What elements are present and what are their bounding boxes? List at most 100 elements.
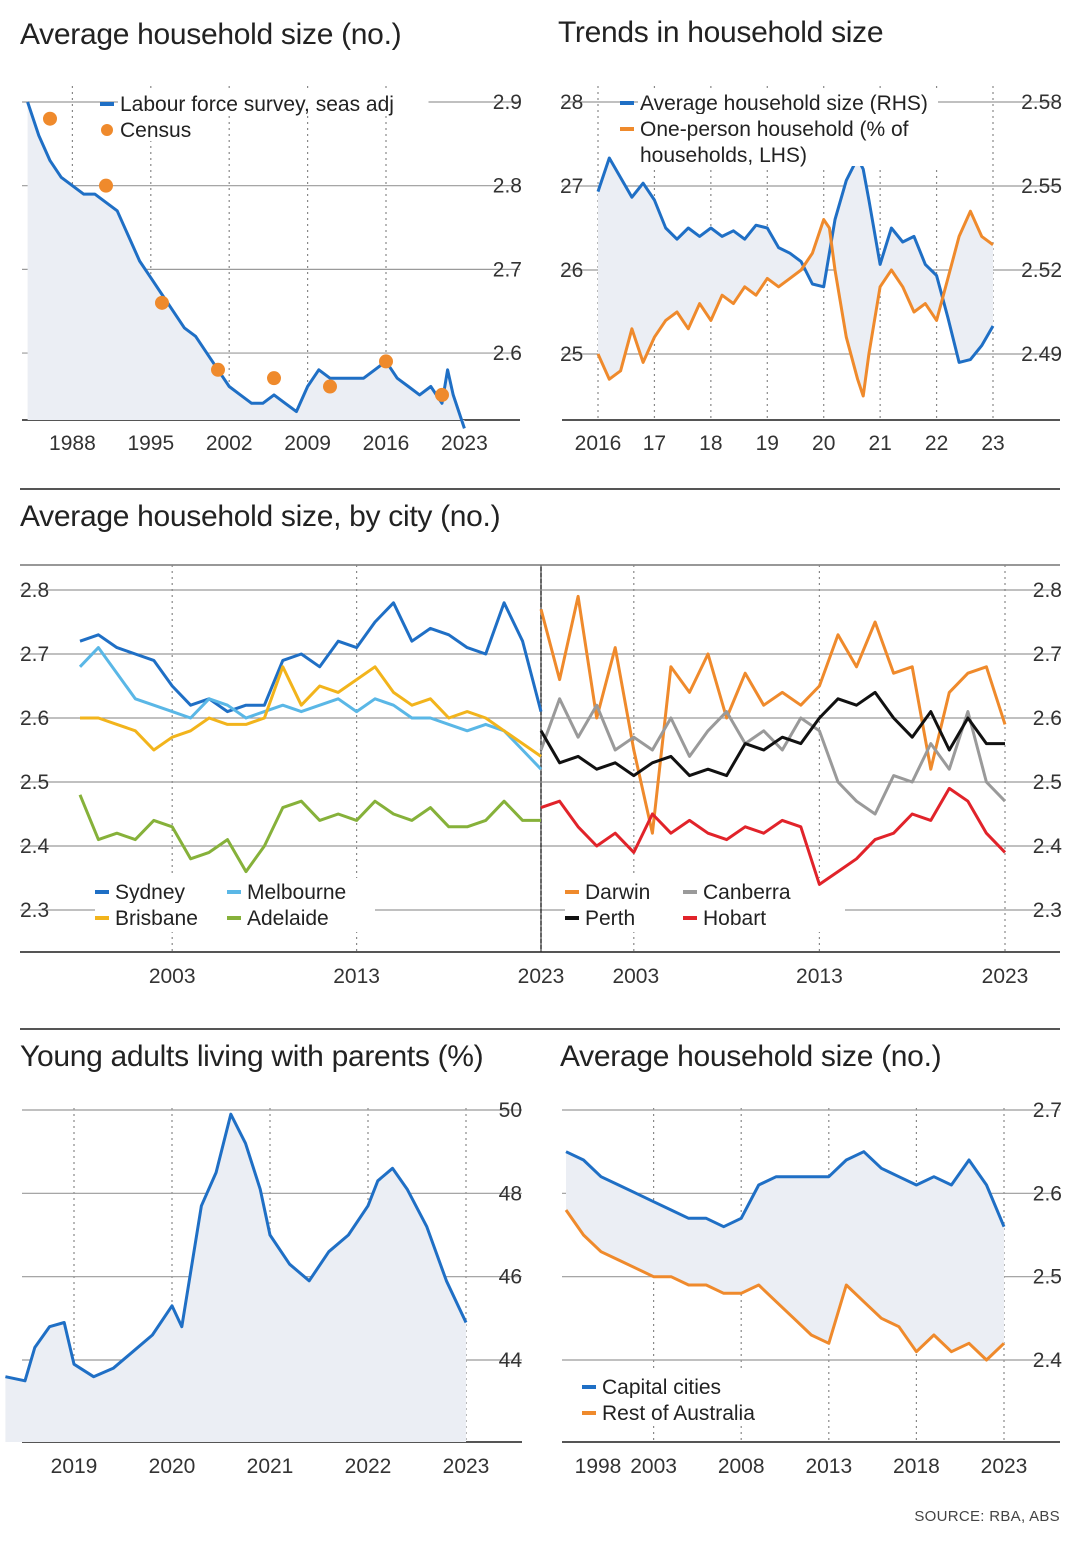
legend-bg <box>583 903 642 929</box>
y-tick-label-right: 2.8 <box>1033 579 1062 602</box>
legend-bg <box>118 115 187 141</box>
y-tick-label: 2.7 <box>1033 1099 1062 1122</box>
legend-bg <box>118 89 429 115</box>
x-tick-label: 2003 <box>630 1455 677 1478</box>
legend-label: Melbourne <box>247 881 346 904</box>
x-tick-label: 2016 <box>363 432 410 455</box>
x-tick-label: 2023 <box>518 965 565 988</box>
y-tick-label-left: 2.3 <box>20 899 49 922</box>
series-line-sydney <box>79 601 543 714</box>
x-tick-label: 2021 <box>247 1455 294 1478</box>
y-tick-label: 2.6 <box>1033 1182 1062 1205</box>
y-tick-label-right: 2.5 <box>1033 771 1062 794</box>
series-gap-area <box>566 1151 1004 1360</box>
census-point <box>379 354 393 369</box>
x-tick-label: 19 <box>756 432 779 455</box>
chart1-plot: 1988 1995 2002 2009 2016 2023 2.9 2.8 2.7 2.6 Labo… <box>22 86 522 455</box>
x-tick-label: 20 <box>812 432 835 455</box>
x-tick-label: 1998 <box>575 1455 622 1478</box>
y-tick-label-left: 2.8 <box>20 579 49 602</box>
y-tick-label-right: 2.4 <box>1033 835 1063 858</box>
x-tick-label: 22 <box>925 432 948 455</box>
x-tick-label: 23 <box>981 432 1004 455</box>
series-line-perth <box>539 690 1005 778</box>
series-area <box>5 1114 467 1442</box>
x-tick-label: 2013 <box>333 965 380 988</box>
legend-bg <box>638 114 948 166</box>
y-tick-label: 2.6 <box>493 342 522 365</box>
y-tick-label-left: 28 <box>560 91 583 114</box>
legend-bg <box>600 1398 785 1424</box>
y-tick-label: 50 <box>499 1099 522 1122</box>
chart4-plot: 2019 2020 2021 2022 2023 50 48 46 44 <box>5 1099 522 1478</box>
x-tick-label: 2013 <box>805 1455 852 1478</box>
y-tick-label-right: 2.6 <box>1033 707 1062 730</box>
x-tick-label: 2016 <box>575 432 622 455</box>
series-line-adelaide <box>78 794 541 874</box>
series-line-labour-force <box>26 101 466 429</box>
legend-bg <box>701 903 770 929</box>
x-tick-label: 17 <box>643 432 666 455</box>
legend-bg <box>638 88 938 114</box>
series-line-brisbane <box>80 665 542 758</box>
legend-label: Adelaide <box>247 907 329 930</box>
legend-bg <box>113 903 203 929</box>
x-tick-label: 1988 <box>49 432 96 455</box>
census-point <box>43 111 57 126</box>
y-tick-label: 2.7 <box>493 258 522 281</box>
series-line-one-person <box>596 209 994 398</box>
x-tick-label: 2020 <box>149 1455 196 1478</box>
x-tick-label: 2003 <box>149 965 196 988</box>
y-tick-label: 2.5 <box>1033 1266 1062 1289</box>
x-tick-label: 18 <box>699 432 722 455</box>
census-point <box>435 387 449 402</box>
x-tick-label: 21 <box>868 432 891 455</box>
legend-bg <box>701 877 791 903</box>
y-tick-label-right: 2.3 <box>1033 899 1062 922</box>
series-line-hobart <box>540 786 1007 886</box>
legend-bg <box>245 877 346 903</box>
series-line-young-adults <box>5 1112 468 1383</box>
legend-label: Rest of Australia <box>602 1402 755 1425</box>
legend-label: Canberra <box>703 881 791 904</box>
x-tick-label: 2008 <box>718 1455 765 1478</box>
x-tick-label: 2023 <box>982 965 1029 988</box>
y-tick-label: 2.9 <box>493 91 522 114</box>
legend-label: Labour force survey, seas adj <box>120 93 394 116</box>
census-point <box>211 362 225 377</box>
y-tick-label-left: 2.7 <box>20 643 49 666</box>
y-tick-label-left: 2.5 <box>20 771 49 794</box>
x-tick-label: 2002 <box>206 432 253 455</box>
y-tick-label: 44 <box>499 1349 523 1372</box>
census-point <box>99 178 113 193</box>
legend-label: Hobart <box>703 907 766 930</box>
legend-label: Perth <box>585 907 635 930</box>
y-tick-label-right: 2.7 <box>1033 643 1062 666</box>
legend-label: Brisbane <box>115 907 198 930</box>
x-tick-label: 2009 <box>284 432 331 455</box>
legend-label: Sydney <box>115 881 186 904</box>
series-line-melbourne <box>78 646 543 771</box>
series-area <box>27 102 465 429</box>
y-tick-label: 46 <box>499 1266 522 1289</box>
legend-bg <box>600 1372 753 1398</box>
series-line-household-size <box>596 156 995 364</box>
y-tick-label-left: 27 <box>560 175 583 198</box>
series-gap-area <box>598 158 993 396</box>
legend-label: One-person household (% of households, LH… <box>640 118 909 167</box>
x-tick-label: 2003 <box>612 965 659 988</box>
x-tick-label: 2023 <box>981 1455 1028 1478</box>
y-tick-label-left: 2.6 <box>20 707 49 730</box>
y-tick-label-right: 2.49 <box>1021 343 1062 366</box>
chart3-title: Average household size, by city (no.) <box>20 500 501 533</box>
legend-label: Average household size (RHS) <box>640 92 928 115</box>
section-divider <box>20 1028 1060 1030</box>
y-tick-label: 2.8 <box>493 175 522 198</box>
legend-label: Darwin <box>585 881 650 904</box>
y-tick-label-left: 26 <box>560 259 583 282</box>
x-tick-label: 2022 <box>345 1455 392 1478</box>
series-line-rest-of-australia <box>564 1209 1006 1362</box>
y-tick-label-right: 2.55 <box>1021 175 1062 198</box>
x-tick-label: 2023 <box>443 1455 490 1478</box>
